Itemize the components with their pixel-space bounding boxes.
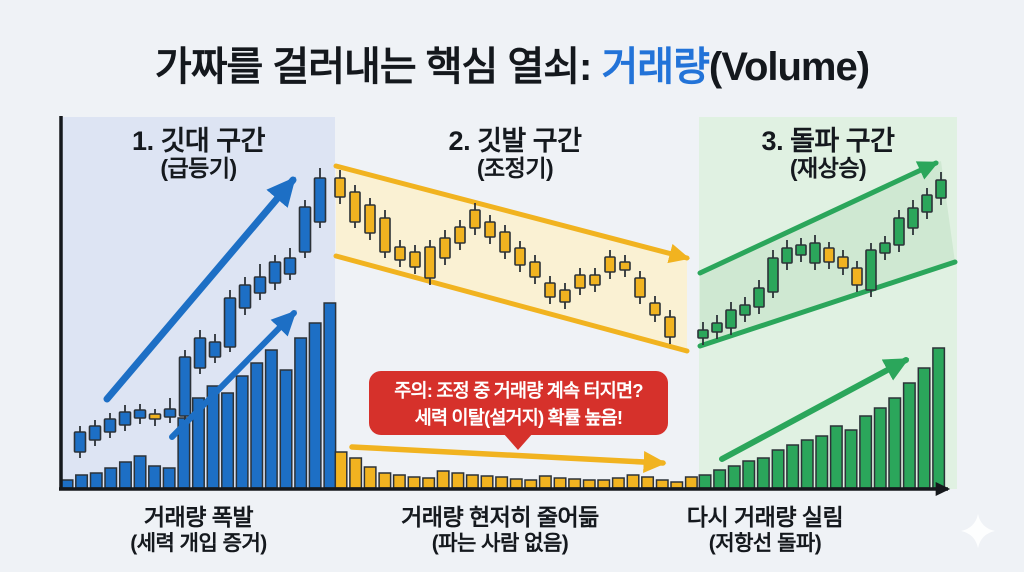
section-title: 3. 돌파 구간 — [761, 126, 895, 156]
volume-bars — [60, 302, 946, 489]
flagpole-volume-arrow — [169, 310, 297, 440]
section-title: 2. 깃발 구간 — [448, 126, 582, 156]
footer-label-volume-return: 다시 거래량 실림 (저항선 돌파) — [640, 503, 890, 557]
footer-line-2: (저항선 돌파) — [708, 532, 822, 556]
section-title: 1. 깃대 구간 — [132, 126, 265, 156]
trend-arrows — [103, 176, 910, 473]
warning-callout-tail — [503, 433, 533, 450]
section-header-breakout: 3. 돌파 구간 (재상승) — [699, 126, 957, 182]
section-subtitle: (급등기) — [160, 155, 237, 182]
sparkle-watermark — [961, 514, 995, 548]
flagpole-price-arrow — [103, 176, 297, 403]
breakout-volume-arrow — [719, 357, 910, 462]
title-prefix: 가짜를 걸러내는 핵심 열쇠: — [154, 45, 602, 89]
section-subtitle: (재상승) — [789, 155, 867, 182]
footer-line-2: (파는 사람 없음) — [431, 532, 569, 556]
warning-line-2: 세력 이탈(설거지) 확률 높음! — [414, 406, 623, 428]
section-subtitle: (조정기) — [476, 155, 554, 182]
title-highlight: 거래량 — [601, 45, 710, 89]
footer-line-1: 거래량 폭발 — [143, 504, 254, 530]
candlesticks — [73, 168, 947, 458]
warning-callout: 주의: 조정 중 거래량 계속 터지면? 세력 이탈(설거지) 확률 높음! — [369, 371, 668, 435]
footer-line-1: 다시 거래량 실림 — [686, 504, 844, 530]
warning-line-1: 주의: 조정 중 거래량 계속 터지면? — [394, 379, 643, 401]
page-title: 가짜를 걸러내는 핵심 열쇠: 거래량(Volume) — [0, 34, 1024, 92]
flag-volume-arrow — [349, 444, 667, 473]
footer-line-2: (세력 개입 증거) — [130, 532, 267, 556]
section-header-flag: 2. 깃발 구간 (조정기) — [335, 126, 695, 182]
footer-line-1: 거래량 현저히 줄어듦 — [401, 504, 599, 530]
title-suffix: (Volume) — [708, 45, 870, 89]
footer-label-volume-explosion: 거래량 폭발 (세력 개입 증거) — [62, 503, 335, 557]
section-header-flagpole: 1. 깃대 구간 (급등기) — [62, 126, 335, 182]
footer-label-volume-drop: 거래량 현저히 줄어듦 (파는 사람 없음) — [335, 503, 665, 557]
